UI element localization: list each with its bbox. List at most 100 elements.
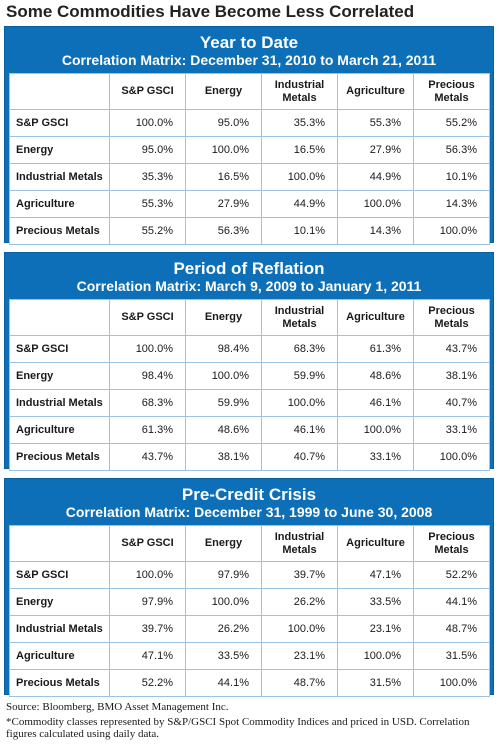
correlation-cell: 59.9% <box>261 362 338 390</box>
correlation-cell: 100.0% <box>109 335 186 363</box>
correlation-cell: 52.2% <box>413 561 490 589</box>
correlation-cell: 98.4% <box>185 335 262 363</box>
correlation-cell: 33.1% <box>413 416 490 444</box>
correlation-cell: 44.1% <box>185 669 262 697</box>
correlation-cell: 100.0% <box>337 416 414 444</box>
column-header: S&P GSCI <box>109 299 186 336</box>
column-header: Energy <box>185 73 262 110</box>
correlation-cell: 100.0% <box>109 561 186 589</box>
column-header: Industrial Metals <box>261 73 338 110</box>
correlation-cell: 33.5% <box>337 588 414 616</box>
correlation-cell: 39.7% <box>109 615 186 643</box>
correlation-cell: 100.0% <box>185 136 262 164</box>
correlation-table: S&P GSCI Energy Industrial Metals Agricultu… <box>9 525 490 697</box>
correlation-cell: 48.6% <box>185 416 262 444</box>
correlation-cell: 68.3% <box>261 335 338 363</box>
correlation-cell: 55.3% <box>337 109 414 137</box>
row-label: Precious Metals <box>9 669 110 697</box>
correlation-table: S&P GSCI Energy Industrial Metals Agricultu… <box>9 299 490 471</box>
correlation-cell: 100.0% <box>261 615 338 643</box>
header-row: S&P GSCI Energy Industrial Metals Agricultu… <box>9 73 490 110</box>
correlation-cell: 46.1% <box>337 389 414 417</box>
correlation-cell: 48.7% <box>413 615 490 643</box>
column-header: Energy <box>185 299 262 336</box>
correlation-cell: 100.0% <box>185 362 262 390</box>
correlation-cell: 33.1% <box>337 443 414 471</box>
correlation-cell: 56.3% <box>413 136 490 164</box>
table-row: Energy 95.0% 100.0% 16.5% 27.9% 56.3% <box>9 136 490 164</box>
row-label: Agriculture <box>9 190 110 218</box>
correlation-cell: 44.9% <box>261 190 338 218</box>
correlation-cell: 59.9% <box>185 389 262 417</box>
correlation-cell: 16.5% <box>185 163 262 191</box>
table-row: Industrial Metals 35.3% 16.5% 100.0% 44.9% 10… <box>9 163 490 191</box>
table-row: Agriculture 47.1% 33.5% 23.1% 100.0% 31.5% <box>9 642 490 670</box>
correlation-cell: 31.5% <box>337 669 414 697</box>
table-row: S&P GSCI 100.0% 97.9% 39.7% 47.1% 52.2% <box>9 561 490 589</box>
correlation-cell: 27.9% <box>185 190 262 218</box>
correlation-cell: 100.0% <box>413 669 490 697</box>
table-row: S&P GSCI 100.0% 95.0% 35.3% 55.3% 55.2% <box>9 109 490 137</box>
column-header: Agriculture <box>337 73 414 110</box>
column-header: Industrial Metals <box>261 299 338 336</box>
correlation-cell: 16.5% <box>261 136 338 164</box>
correlation-cell: 47.1% <box>109 642 186 670</box>
correlation-cell: 61.3% <box>337 335 414 363</box>
correlation-cell: 48.7% <box>261 669 338 697</box>
correlation-cell: 95.0% <box>185 109 262 137</box>
figure-title: Some Commodities Have Become Less Correl… <box>6 2 415 21</box>
row-label: Precious Metals <box>9 217 110 245</box>
correlation-cell: 46.1% <box>261 416 338 444</box>
correlation-cell: 52.2% <box>109 669 186 697</box>
correlation-cell: 23.1% <box>261 642 338 670</box>
row-label: Energy <box>9 362 110 390</box>
correlation-cell: 27.9% <box>337 136 414 164</box>
header-row: S&P GSCI Energy Industrial Metals Agricultu… <box>9 299 490 336</box>
correlation-cell: 14.3% <box>413 190 490 218</box>
correlation-cell: 100.0% <box>413 217 490 245</box>
correlation-cell: 35.3% <box>109 163 186 191</box>
correlation-cell: 35.3% <box>261 109 338 137</box>
correlation-cell: 38.1% <box>185 443 262 471</box>
column-header: Agriculture <box>337 299 414 336</box>
table-row: Energy 97.9% 100.0% 26.2% 33.5% 44.1% <box>9 588 490 616</box>
correlation-cell: 44.1% <box>413 588 490 616</box>
table-row: Precious Metals 55.2% 56.3% 10.1% 14.3% 100.0… <box>9 217 490 245</box>
table-row: Industrial Metals 68.3% 59.9% 100.0% 46.1% 40… <box>9 389 490 417</box>
correlation-cell: 95.0% <box>109 136 186 164</box>
row-label: S&P GSCI <box>9 109 110 137</box>
column-header: S&P GSCI <box>109 525 186 562</box>
correlation-cell: 40.7% <box>261 443 338 471</box>
panel-header: Pre-Credit Crisis Correlation Matrix: Dec… <box>5 479 493 525</box>
correlation-cell: 55.2% <box>109 217 186 245</box>
correlation-cell: 100.0% <box>261 389 338 417</box>
panel-title: Year to Date <box>199 33 299 52</box>
table-row: Precious Metals 43.7% 38.1% 40.7% 33.1% 100.0… <box>9 443 490 471</box>
row-label: Agriculture <box>9 642 110 670</box>
matrix-panel: Year to Date Correlation Matrix: December… <box>4 26 494 245</box>
correlation-cell: 56.3% <box>185 217 262 245</box>
row-label: S&P GSCI <box>9 561 110 589</box>
correlation-cell: 55.2% <box>413 109 490 137</box>
column-header: Precious Metals <box>413 73 490 110</box>
correlation-cell: 26.2% <box>261 588 338 616</box>
table-row: Energy 98.4% 100.0% 59.9% 48.6% 38.1% <box>9 362 490 390</box>
correlation-cell: 26.2% <box>185 615 262 643</box>
correlation-cell: 48.6% <box>337 362 414 390</box>
correlation-cell: 100.0% <box>337 190 414 218</box>
correlation-cell: 61.3% <box>109 416 186 444</box>
correlation-cell: 97.9% <box>185 561 262 589</box>
footnote: *Commodity classes represented by S&P/GS… <box>6 716 470 740</box>
corner-cell <box>9 525 110 562</box>
source-note: Source: Bloomberg, BMO Asset Management … <box>6 701 229 713</box>
correlation-cell: 47.1% <box>337 561 414 589</box>
row-label: Industrial Metals <box>9 163 110 191</box>
correlation-cell: 43.7% <box>109 443 186 471</box>
correlation-cell: 100.0% <box>109 109 186 137</box>
table-row: Precious Metals 52.2% 44.1% 48.7% 31.5% 100.0… <box>9 669 490 697</box>
panel-subtitle: Correlation Matrix: March 9, 2009 to Jan… <box>76 278 422 294</box>
correlation-cell: 33.5% <box>185 642 262 670</box>
corner-cell <box>9 73 110 110</box>
correlation-cell: 55.3% <box>109 190 186 218</box>
column-header: Precious Metals <box>413 525 490 562</box>
